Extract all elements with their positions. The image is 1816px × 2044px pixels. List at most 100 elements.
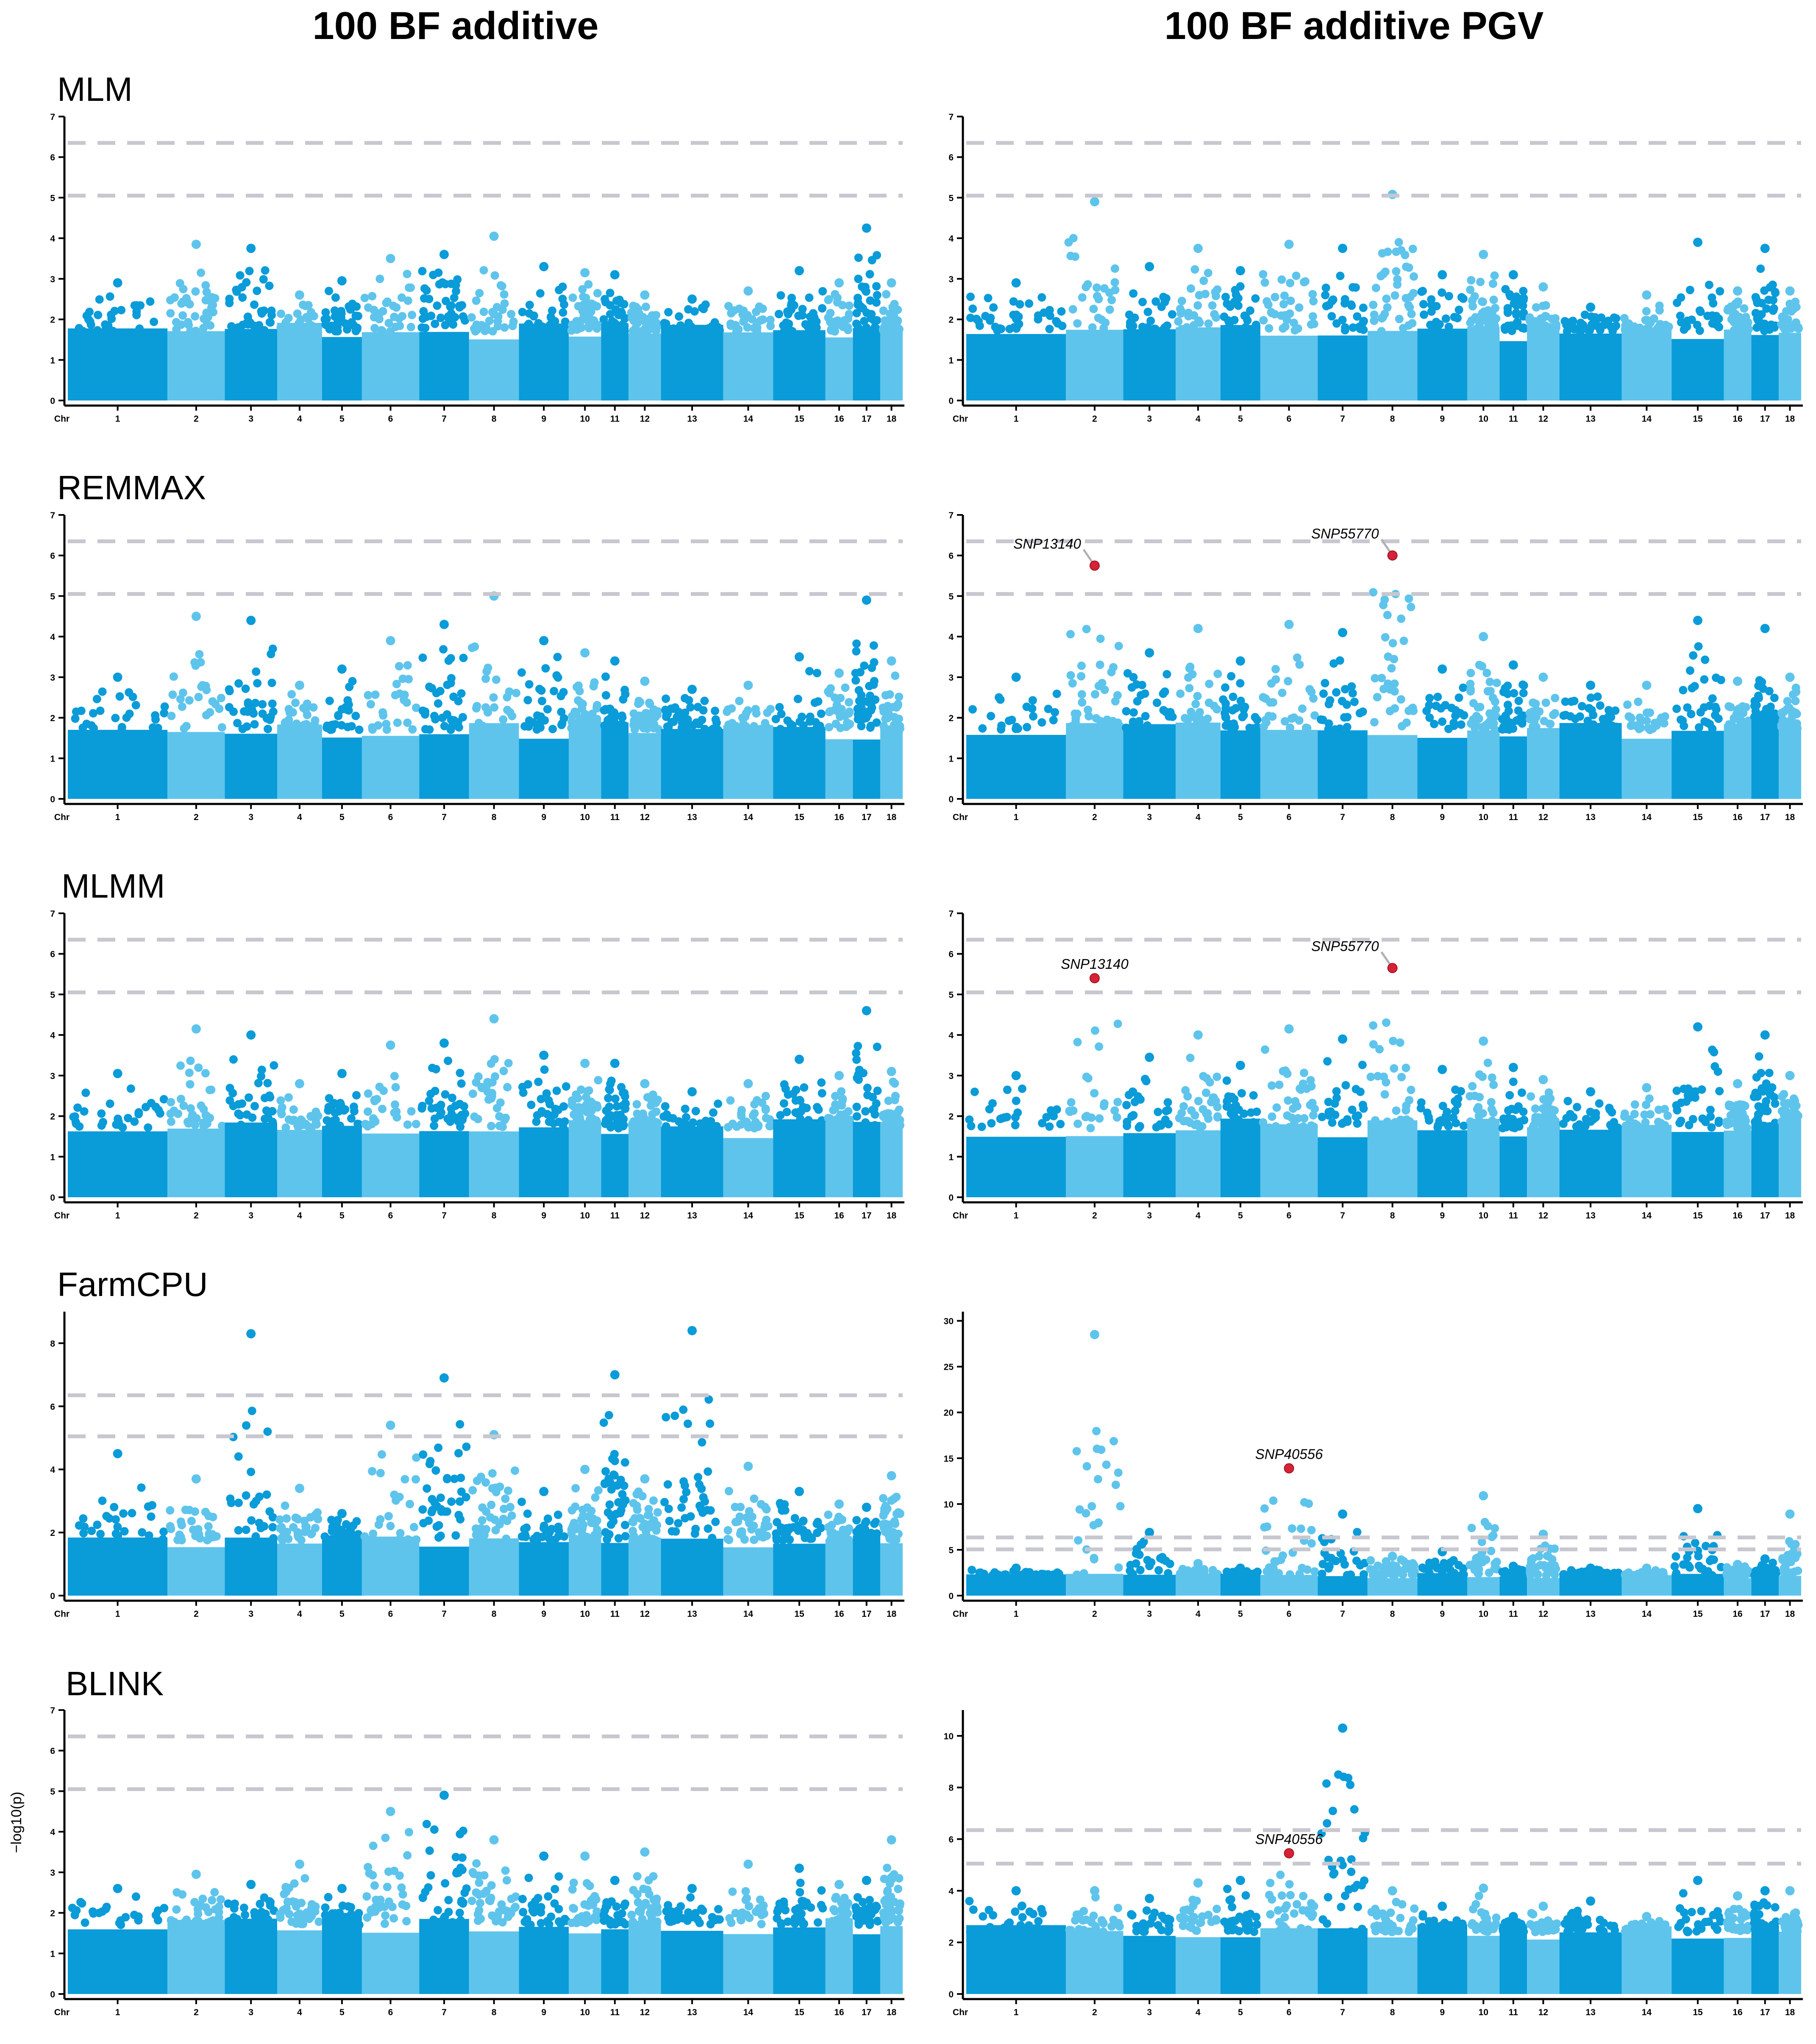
- snp-point: [350, 1102, 358, 1111]
- snp-point: [1384, 652, 1393, 661]
- snp-point: [1291, 1097, 1300, 1106]
- snp-point: [554, 1118, 563, 1126]
- snp-point: [818, 1089, 826, 1098]
- snp-point: [427, 684, 436, 692]
- snp-point: [648, 1522, 657, 1531]
- snp-point: [1450, 720, 1459, 729]
- snp-point: [750, 1535, 759, 1544]
- snp-point: [1220, 312, 1229, 321]
- snp-point: [1383, 1117, 1392, 1126]
- chr-9-bulk: [1417, 738, 1467, 799]
- chr-11-bulk: [1499, 341, 1527, 400]
- y-tick-label: 7: [948, 112, 954, 122]
- snp-point: [1419, 310, 1428, 319]
- chr-tick-label: 14: [1642, 812, 1652, 822]
- snp-point: [498, 723, 506, 732]
- snp-point: [1454, 1561, 1463, 1570]
- snp-label: SNP13140: [1013, 536, 1081, 552]
- snp-point: [473, 1477, 481, 1485]
- chr-14-bulk: [1621, 1125, 1672, 1197]
- snp-point: [1318, 715, 1327, 724]
- snp-point: [1137, 681, 1146, 690]
- snp-point: [1708, 293, 1716, 302]
- chr-5-peak: [1235, 1060, 1245, 1070]
- snp-point: [1417, 287, 1426, 296]
- snp-label: SNP13140: [1061, 956, 1129, 972]
- snp-point: [1709, 1555, 1718, 1564]
- snp-point: [209, 300, 217, 309]
- snp-point: [1318, 1112, 1327, 1121]
- snp-point: [664, 1504, 673, 1513]
- y-tick-label: 6: [948, 153, 954, 163]
- snp-point: [1546, 1544, 1555, 1553]
- snp-point: [106, 292, 114, 301]
- snp-point: [1551, 709, 1560, 718]
- snp-point: [1778, 319, 1787, 327]
- snp-point: [500, 323, 509, 332]
- snp-point: [1782, 1107, 1791, 1115]
- snp-point: [661, 320, 670, 329]
- snp-point: [341, 319, 350, 328]
- snp-point: [1372, 1571, 1381, 1580]
- chr-9-peak: [1438, 270, 1447, 280]
- chr-tick-label: 9: [1440, 812, 1445, 822]
- chr-tick-label: 12: [1538, 414, 1548, 424]
- snp-point: [578, 1505, 587, 1514]
- snp-point: [498, 282, 506, 291]
- snp-point: [450, 1474, 459, 1483]
- snp-point: [817, 709, 826, 718]
- snp-point: [1277, 275, 1286, 284]
- snp-point: [1298, 704, 1307, 713]
- snp-point: [478, 723, 487, 732]
- snp-point: [1457, 720, 1466, 729]
- chr-18-bulk: [880, 1543, 903, 1596]
- chr-tick-label: 2: [194, 812, 199, 822]
- snp-point: [337, 1100, 345, 1109]
- snp-point: [1237, 1089, 1246, 1098]
- snp-point: [865, 270, 874, 278]
- snp-point: [555, 286, 564, 295]
- snp-point: [1095, 1042, 1104, 1051]
- snp-point: [1660, 719, 1669, 728]
- chr-10-peak: [1479, 1036, 1488, 1046]
- snp-point: [1298, 1563, 1307, 1572]
- snp-point: [1309, 1122, 1318, 1131]
- snp-point: [1789, 304, 1798, 313]
- snp-point: [242, 1525, 250, 1534]
- snp-point: [1083, 280, 1092, 289]
- snp-point: [750, 722, 759, 731]
- snp-point: [1762, 1079, 1771, 1088]
- snp-point: [609, 1470, 618, 1479]
- snp-point: [1200, 1565, 1209, 1574]
- snp-point: [1726, 703, 1735, 712]
- snp-point: [1752, 1073, 1761, 1082]
- snp-point: [1503, 304, 1512, 313]
- snp-point: [1286, 723, 1294, 732]
- snp-point: [437, 1507, 446, 1516]
- snp-point: [1503, 723, 1512, 731]
- snp-point: [696, 1119, 705, 1128]
- chr-tick-label: 3: [248, 812, 253, 822]
- chr-9-peak: [1438, 664, 1447, 674]
- chr-3-bulk: [225, 329, 277, 400]
- snp-point: [402, 698, 411, 707]
- snp-point: [1730, 714, 1738, 723]
- chr-4-bulk: [277, 1130, 322, 1197]
- snp-point: [427, 1508, 436, 1516]
- chr-13-peak: [1586, 302, 1596, 312]
- snp-point: [1253, 1567, 1262, 1576]
- snp-point: [115, 692, 124, 701]
- chr-2-peak: [191, 612, 201, 621]
- snp-point: [454, 1510, 463, 1519]
- snp-point: [390, 312, 399, 321]
- snp-point: [433, 301, 442, 310]
- snp-point: [426, 1090, 435, 1098]
- snp-point: [1343, 713, 1352, 722]
- snp-point: [1049, 716, 1058, 725]
- chr-4-bulk: [1176, 1130, 1221, 1197]
- snp-point: [1716, 1563, 1725, 1571]
- snp-point: [1221, 721, 1230, 730]
- snp-point: [872, 282, 881, 291]
- snp-point: [1058, 322, 1067, 330]
- snp-point: [1567, 1566, 1576, 1575]
